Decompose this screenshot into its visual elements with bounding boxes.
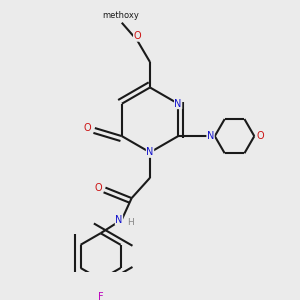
Text: O: O	[94, 183, 102, 193]
Text: N: N	[207, 131, 214, 141]
Text: N: N	[146, 147, 154, 158]
Text: N: N	[174, 99, 182, 109]
Text: O: O	[84, 123, 92, 133]
Text: O: O	[257, 131, 264, 141]
Text: H: H	[127, 218, 134, 227]
Text: F: F	[98, 292, 103, 300]
Text: methoxy: methoxy	[102, 11, 139, 20]
Text: N: N	[115, 215, 123, 225]
Text: O: O	[134, 31, 141, 41]
